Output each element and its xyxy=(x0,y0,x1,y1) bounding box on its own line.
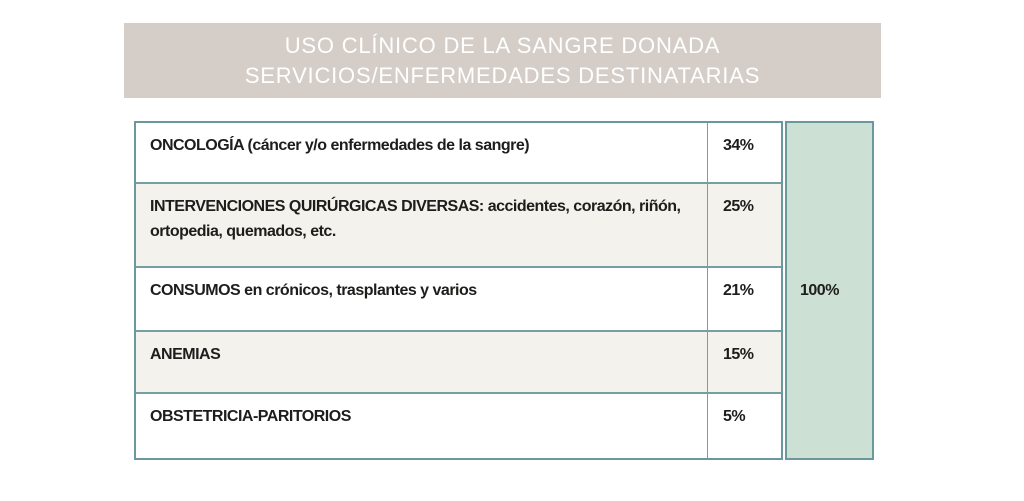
table-row: INTERVENCIONES QUIRÚRGICAS DIVERSAS: acc… xyxy=(136,184,781,268)
slide-title-banner: USO CLÍNICO DE LA SANGRE DONADA SERVICIO… xyxy=(124,23,881,98)
table-row: CONSUMOS en crónicos, trasplantes y vari… xyxy=(136,268,781,332)
total-cell: 100% xyxy=(785,121,874,460)
table-row: ANEMIAS 15% xyxy=(136,332,781,394)
row-value: 21% xyxy=(707,268,781,330)
row-value: 34% xyxy=(707,123,781,182)
row-label: CONSUMOS en crónicos, trasplantes y vari… xyxy=(150,282,477,299)
total-value: 100% xyxy=(800,281,839,299)
row-value: 5% xyxy=(707,394,781,458)
blood-usage-table: ONCOLOGÍA (cáncer y/o enfermedades de la… xyxy=(134,121,874,460)
table-row: ONCOLOGÍA (cáncer y/o enfermedades de la… xyxy=(136,123,781,184)
table-row: OBSTETRICIA-PARITORIOS 5% xyxy=(136,394,781,458)
slide-title-line2: SERVICIOS/ENFERMEDADES DESTINATARIAS xyxy=(244,62,761,88)
table-rows: ONCOLOGÍA (cáncer y/o enfermedades de la… xyxy=(134,121,783,460)
row-label: ANEMIAS xyxy=(150,346,221,363)
row-label: INTERVENCIONES QUIRÚRGICAS DIVERSAS: acc… xyxy=(150,198,681,240)
row-label: OBSTETRICIA-PARITORIOS xyxy=(150,408,351,425)
row-value: 15% xyxy=(707,332,781,392)
row-label: ONCOLOGÍA (cáncer y/o enfermedades de la… xyxy=(150,137,530,154)
slide-title-line1: USO CLÍNICO DE LA SANGRE DONADA xyxy=(284,32,721,58)
row-value: 25% xyxy=(707,184,781,266)
